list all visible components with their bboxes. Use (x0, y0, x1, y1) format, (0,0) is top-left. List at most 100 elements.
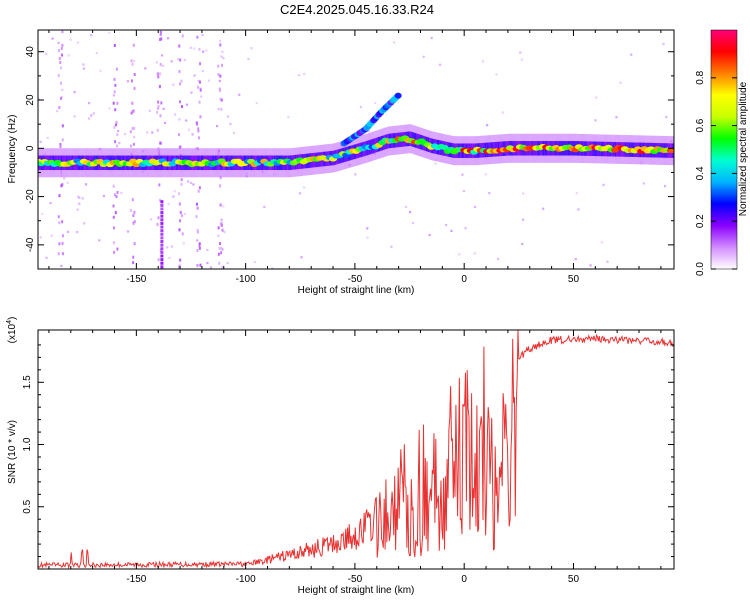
spectrogram-speckle (201, 69, 204, 73)
spectrogram-streak (195, 215, 198, 219)
spectrogram-speckle (497, 257, 500, 261)
snr-ylabel: SNR (10 * v/v) (7, 420, 18, 484)
spectrogram-speckle (45, 256, 48, 259)
spectrogram-speckle (69, 38, 72, 41)
spectrogram-speckle (202, 50, 205, 53)
spectrogram-streak (58, 56, 61, 60)
spectrogram-streak (198, 244, 201, 248)
spectrogram-streak (198, 242, 201, 246)
spectrogram-streak (197, 129, 200, 133)
colorbar-gradient (710, 29, 738, 270)
spectrogram-speckle (229, 122, 232, 126)
spectrogram-speckle (484, 173, 487, 176)
spectrogram-speckle (642, 182, 645, 185)
spectrogram-streak (160, 101, 163, 105)
spectrogram-streak (115, 67, 118, 71)
spectrogram-xtick-label: -100 (236, 274, 256, 285)
spectrogram-speckle (217, 234, 220, 237)
spectrogram-streak (221, 228, 224, 232)
spectrogram-streak (178, 82, 181, 86)
spectrogram-streak (131, 109, 134, 113)
snr-xtick-label: -150 (126, 574, 146, 585)
spectrogram-streak (157, 258, 160, 262)
spectrogram-streak (112, 184, 115, 188)
spectrogram-streak (114, 83, 117, 87)
spectrogram-streak (217, 252, 220, 256)
spectrogram-streak (179, 219, 182, 223)
spectrogram-speckle (117, 129, 120, 133)
spectrogram-speckle (300, 256, 303, 259)
spectrogram-speckle (297, 73, 301, 77)
spectrogram-speckle (606, 260, 609, 263)
spectrogram-streak (159, 198, 162, 202)
spectrogram-xtick-label: 50 (568, 274, 580, 285)
spectrogram-ytick-label: 0 (25, 145, 36, 151)
spectrogram-streak (158, 183, 161, 187)
spectrogram-streak (219, 97, 222, 101)
spectrogram-streak (116, 247, 119, 251)
spectrogram-streak (160, 240, 164, 244)
spectrogram-streak (198, 246, 201, 250)
spectrogram-speckle (187, 128, 191, 131)
spectrogram-speckle (218, 79, 221, 82)
spectrogram-streak (181, 34, 184, 38)
colorbar-tick-label: 0.6 (695, 118, 706, 132)
spectrogram-streak (160, 225, 164, 229)
spectrogram-streak (113, 125, 116, 129)
colorbar-tick-label: 0.4 (695, 166, 706, 180)
spectrogram-streak (217, 226, 220, 230)
snr-series-line (38, 330, 674, 569)
spectrogram-streak (61, 220, 64, 224)
spectrogram-speckle (206, 261, 209, 265)
spectrogram-streak (131, 198, 134, 202)
spectrogram-streak (178, 100, 181, 104)
spectrogram-streak (220, 98, 223, 102)
spectrogram-speckle (486, 124, 489, 127)
spectrogram-xtick-label: -150 (126, 274, 146, 285)
spectrogram-streak (116, 133, 119, 137)
spectrogram-speckle (577, 208, 580, 211)
colorbar-ticks: 0.0 0.2 0.4 0.6 0.8 (695, 70, 737, 276)
spectrogram-speckle (206, 248, 209, 252)
spectrogram-streak (156, 128, 159, 132)
spectrogram-streak (160, 200, 164, 204)
spectrogram-streak (61, 124, 64, 128)
spectrogram-streak (159, 37, 162, 41)
spectrogram-speckle (238, 93, 241, 96)
spectrogram-ridge-blob (440, 144, 449, 151)
spectrogram-speckle (102, 194, 106, 198)
spectrogram-speckle (51, 37, 54, 40)
spectrogram-speckle (166, 37, 170, 40)
spectrogram-streak (115, 195, 118, 199)
spectrogram-streak (196, 85, 199, 89)
spectrogram-speckle (366, 236, 369, 239)
spectrogram-speckle (185, 103, 188, 106)
spectrogram-speckle (253, 260, 256, 264)
spectrogram-speckle (473, 252, 476, 255)
spectrogram-streak (132, 221, 135, 225)
spectrogram-speckle (495, 73, 498, 76)
spectrogram-streak (198, 136, 201, 140)
spectrogram-streak (113, 90, 116, 94)
spectrogram-speckle (205, 49, 208, 52)
spectrogram-speckle (197, 79, 200, 83)
spectrogram-streak (156, 72, 159, 76)
spectrogram-speckle (126, 230, 130, 233)
spectrogram-speckle (218, 40, 222, 43)
spectrogram-streak (57, 215, 60, 219)
spectrogram-speckle (594, 119, 597, 122)
spectrogram-streak (196, 35, 199, 39)
spectrogram-streak (58, 194, 61, 198)
spectrogram-speckle (162, 107, 165, 110)
spectrogram-speckle (170, 245, 173, 248)
spectrogram-streak (58, 242, 61, 246)
spectrogram-streak (219, 176, 222, 180)
spectrogram-streak (116, 144, 119, 148)
spectrogram-speckle (179, 263, 182, 266)
spectrogram-speckle (215, 124, 219, 128)
spectrogram-streak (157, 75, 160, 79)
spectrogram-speckle (92, 112, 95, 115)
spectrogram-speckle (183, 58, 186, 62)
colorbar: 0.0 0.2 0.4 0.6 0.8 Normalized spectral ampl… (695, 29, 749, 276)
spectrogram-speckle (444, 223, 448, 227)
